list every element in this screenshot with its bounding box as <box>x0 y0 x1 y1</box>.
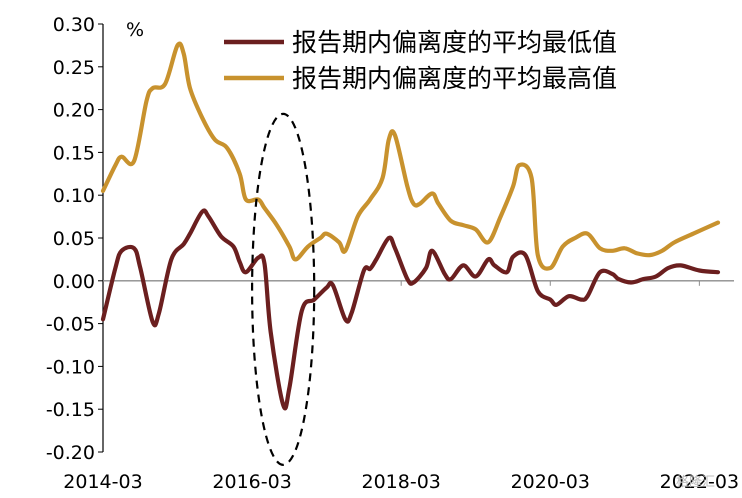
x-tick-label: 2018-03 <box>361 471 440 493</box>
y-tick-label: -0.15 <box>46 399 95 421</box>
series-line-max <box>100 41 721 271</box>
x-axis: 2014-03 2016-03 2018-03 2020-03 2022-03 <box>63 280 739 493</box>
y-tick-label: 0.10 <box>53 185 95 207</box>
y-tick-label: 0.20 <box>53 100 95 122</box>
legend-label: 报告期内偏离度的平均最低值 <box>292 28 617 57</box>
unit-label: % <box>126 19 144 41</box>
legend-label: 报告期内偏离度的平均最高值 <box>292 64 617 93</box>
y-tick-label: -0.05 <box>46 314 95 336</box>
y-tick-label: -0.20 <box>46 442 95 464</box>
highlight-ellipse <box>250 112 316 466</box>
y-tick-label: 0.25 <box>53 57 95 79</box>
x-tick-label: 2022-03 <box>660 471 739 493</box>
series-line-min <box>100 208 721 411</box>
y-tick-label: 0.15 <box>53 142 95 164</box>
y-tick-label: 0.05 <box>53 228 95 250</box>
y-tick-label: 0.00 <box>53 271 95 293</box>
y-axis: 0.30 0.25 0.20 0.15 0.10 0.05 0.00 -0.05 -0.10 -0… <box>46 14 104 464</box>
watermark-logo: 格隆汇 <box>676 474 715 490</box>
annotation-layer <box>250 112 316 466</box>
x-tick-label: 2016-03 <box>212 471 291 493</box>
y-tick-label: -0.10 <box>46 356 95 378</box>
y-tick-label: 0.30 <box>53 14 95 36</box>
x-tick-label: 2020-03 <box>511 471 590 493</box>
x-tick-label: 2014-03 <box>63 471 142 493</box>
series-layer <box>100 41 721 411</box>
